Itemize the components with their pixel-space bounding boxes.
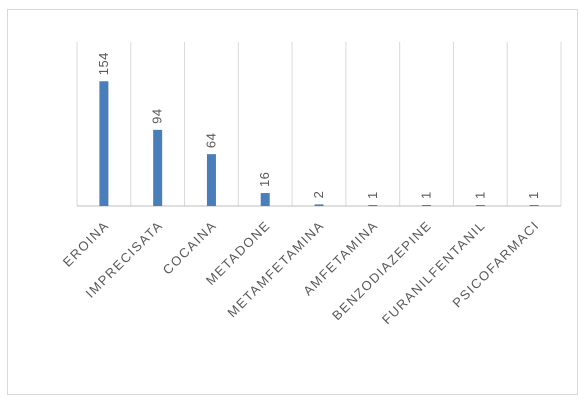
bar (422, 205, 432, 206)
data-label: 154 (96, 52, 111, 75)
grid-lines (76, 42, 562, 206)
bar (529, 205, 539, 206)
category-label: METAMFETAMINA (224, 218, 327, 321)
data-label: 1 (365, 191, 380, 199)
data-label: 2 (311, 191, 326, 199)
data-labels: 154 94 64 16 2 1 1 1 1 (96, 52, 541, 199)
data-label: 1 (472, 191, 487, 199)
category-label: EROINA (60, 218, 112, 270)
category-label: FURANILFENTANIL (379, 218, 489, 328)
bars (99, 81, 539, 206)
data-label: 1 (419, 191, 434, 199)
data-label: 16 (257, 172, 272, 187)
data-label: 64 (203, 133, 218, 148)
data-label: 94 (150, 108, 165, 123)
category-labels: EROINAIMPRECISATACOCAINAMETADONEMETAMFET… (60, 218, 542, 328)
bar (368, 205, 378, 206)
bar (206, 154, 216, 206)
bar (153, 129, 163, 206)
bar (99, 81, 109, 206)
bar (475, 205, 485, 206)
data-label: 1 (526, 191, 541, 199)
bar (260, 193, 270, 206)
category-label: BENZODIAZEPINE (329, 218, 435, 324)
bar (314, 204, 324, 206)
